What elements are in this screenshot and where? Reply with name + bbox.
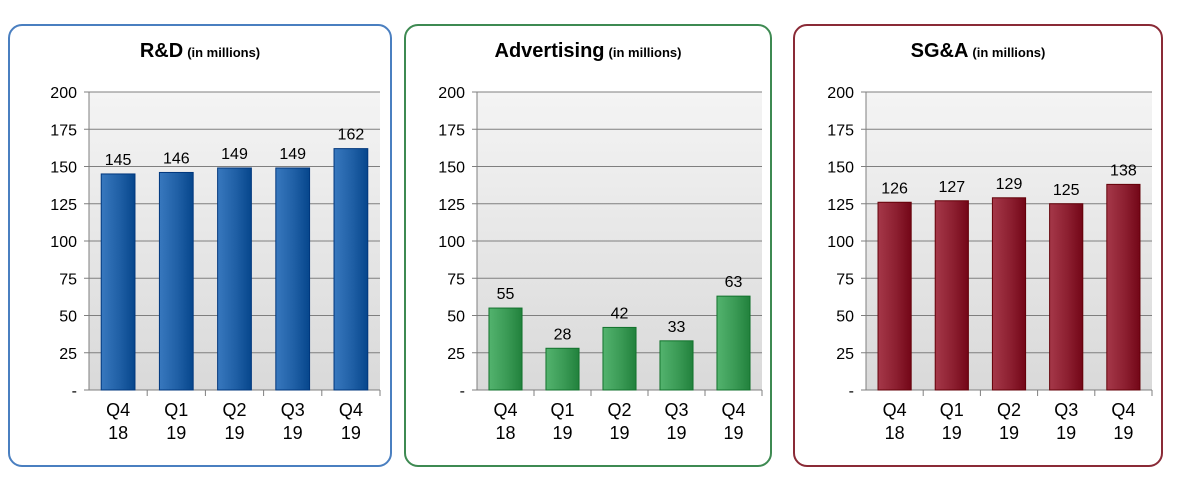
y-tick-label: 50 <box>59 309 77 326</box>
chart-title: SG&A (in millions) <box>795 40 1161 63</box>
data-label: 129 <box>996 176 1023 193</box>
y-tick-label: 50 <box>447 309 465 326</box>
y-tick-label: 150 <box>50 160 77 177</box>
data-label: 138 <box>1110 162 1137 179</box>
y-tick-label: 75 <box>447 271 465 288</box>
chart-subtitle: (in millions) <box>972 45 1046 60</box>
bar <box>100 173 136 391</box>
x-tick-label: Q4 18 <box>493 400 517 443</box>
y-tick-label: 25 <box>836 346 854 363</box>
chart-panel-sga: SG&A (in millions) - 25 50 75 100 125 150 175 200… <box>793 24 1163 467</box>
y-tick-label: 125 <box>50 197 77 214</box>
y-tick-label: 200 <box>827 85 854 102</box>
y-tick-label: 200 <box>50 85 77 102</box>
bar <box>934 200 969 391</box>
y-tick-label: 175 <box>438 122 465 139</box>
data-label: 125 <box>1053 182 1080 199</box>
x-tick-label: Q3 19 <box>281 400 305 443</box>
bar <box>1049 203 1084 391</box>
y-tick-label: 100 <box>827 234 854 251</box>
bar <box>545 347 580 391</box>
y-tick-label: 150 <box>438 160 465 177</box>
y-tick-label: 100 <box>50 234 77 251</box>
y-tick-label: - <box>849 383 854 400</box>
chart-subtitle: (in millions) <box>187 45 261 60</box>
bar <box>1106 183 1141 391</box>
data-label: 33 <box>668 319 686 336</box>
data-label: 149 <box>279 146 306 163</box>
x-tick-label: Q4 18 <box>883 400 907 443</box>
bar <box>659 340 694 391</box>
x-tick-label: Q1 19 <box>164 400 188 443</box>
x-tick-label: Q2 19 <box>222 400 246 443</box>
data-label: 42 <box>611 305 629 322</box>
bar <box>602 326 637 391</box>
data-label: 162 <box>338 127 365 144</box>
chart-title-text: Advertising <box>494 40 605 62</box>
chart-title-text: R&D <box>139 40 184 62</box>
y-tick-label: 175 <box>50 122 77 139</box>
chart-title: R&D (in millions) <box>10 40 390 63</box>
y-tick-label: - <box>72 383 77 400</box>
bar <box>333 148 369 391</box>
y-tick-label: 75 <box>836 271 854 288</box>
data-label: 55 <box>497 286 515 303</box>
chart-svg: - 25 50 75 100 125 150 175 200 55 Q4 18 28 Q1 19 42 Q2 19… <box>438 85 763 443</box>
y-tick-label: 125 <box>827 197 854 214</box>
bar <box>275 167 311 391</box>
x-tick-label: Q4 18 <box>106 400 130 443</box>
x-tick-label: Q4 19 <box>339 400 363 443</box>
data-label: 127 <box>938 179 965 196</box>
x-tick-label: Q2 19 <box>607 400 631 443</box>
chart-svg: - 25 50 75 100 125 150 175 200 126 Q4 18 127 Q1 19 129 Q… <box>827 85 1153 443</box>
bar <box>716 295 751 391</box>
x-tick-label: Q3 19 <box>664 400 688 443</box>
data-label: 146 <box>163 150 190 167</box>
y-tick-label: 50 <box>836 309 854 326</box>
data-label: 126 <box>881 180 908 197</box>
y-tick-label: 100 <box>438 234 465 251</box>
data-label: 149 <box>221 146 248 163</box>
bar <box>991 197 1027 391</box>
x-tick-label: Q4 19 <box>721 400 745 443</box>
y-tick-label: 25 <box>447 346 465 363</box>
x-tick-label: Q3 19 <box>1054 400 1078 443</box>
x-tick-label: Q2 19 <box>997 400 1021 443</box>
chart-panel-advertising: Advertising (in millions) - 25 50 75 100 125 15… <box>404 24 772 467</box>
bar <box>158 171 194 391</box>
y-tick-label: 125 <box>438 197 465 214</box>
chart-title: Advertising (in millions) <box>406 40 770 63</box>
data-label: 145 <box>105 152 132 169</box>
chart-title-text: SG&A <box>910 40 969 62</box>
y-tick-label: 25 <box>59 346 77 363</box>
y-tick-label: - <box>460 383 465 400</box>
x-tick-label: Q1 19 <box>940 400 964 443</box>
bar <box>488 307 523 391</box>
data-label: 28 <box>554 326 572 343</box>
bar <box>217 167 252 391</box>
y-tick-label: 175 <box>827 122 854 139</box>
chart-panel-rnd: R&D (in millions) - 25 50 75 100 125 150 175 200 1… <box>8 24 392 467</box>
x-tick-label: Q1 19 <box>550 400 574 443</box>
bar <box>877 201 912 391</box>
data-label: 63 <box>725 274 743 291</box>
chart-subtitle: (in millions) <box>608 45 682 60</box>
y-tick-label: 75 <box>59 271 77 288</box>
y-tick-label: 150 <box>827 160 854 177</box>
x-tick-label: Q4 19 <box>1111 400 1135 443</box>
y-tick-label: 200 <box>438 85 465 102</box>
chart-svg: - 25 50 75 100 125 150 175 200 145 Q4 18 146 Q1 19 149 Q… <box>50 85 381 443</box>
